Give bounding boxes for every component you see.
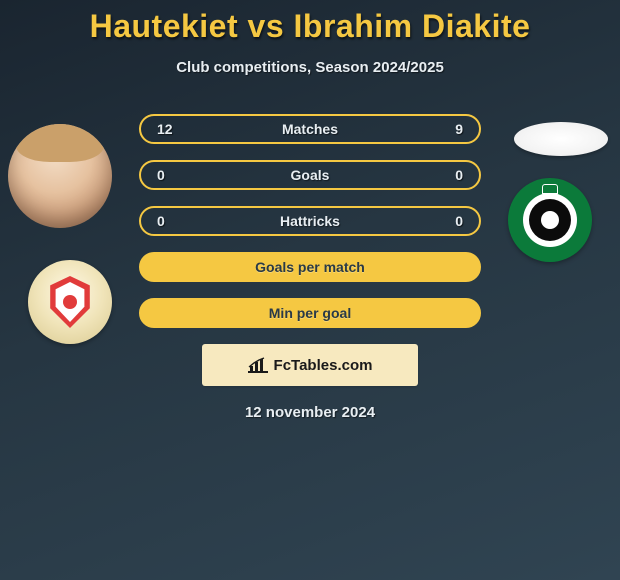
bar-chart-icon xyxy=(248,357,268,373)
stat-label: Min per goal xyxy=(141,305,479,321)
stat-label: Goals per match xyxy=(141,259,479,275)
branding-box: FcTables.com xyxy=(202,344,418,386)
stat-pill: Min per goal xyxy=(139,298,481,328)
subtitle: Club competitions, Season 2024/2025 xyxy=(0,59,620,76)
stat-pill: 0 Hattricks 0 xyxy=(139,206,481,236)
stat-pill: Goals per match xyxy=(139,252,481,282)
stat-label: Matches xyxy=(141,121,479,137)
stat-pill: 0 Goals 0 xyxy=(139,160,481,190)
date-text: 12 november 2024 xyxy=(0,404,620,421)
stat-row-goals-per-match: Goals per match xyxy=(0,252,620,282)
stat-label: Goals xyxy=(141,167,479,183)
branding-text: FcTables.com xyxy=(274,357,373,374)
stat-row-hattricks: 0 Hattricks 0 xyxy=(0,206,620,236)
page-title: Hautekiet vs Ibrahim Diakite xyxy=(0,0,620,45)
stat-row-min-per-goal: Min per goal xyxy=(0,298,620,328)
stats-panel: 12 Matches 9 0 Goals 0 0 Hattricks 0 Goa… xyxy=(0,114,620,421)
stat-row-matches: 12 Matches 9 xyxy=(0,114,620,144)
stat-label: Hattricks xyxy=(141,213,479,229)
stat-pill: 12 Matches 9 xyxy=(139,114,481,144)
stat-row-goals: 0 Goals 0 xyxy=(0,160,620,190)
